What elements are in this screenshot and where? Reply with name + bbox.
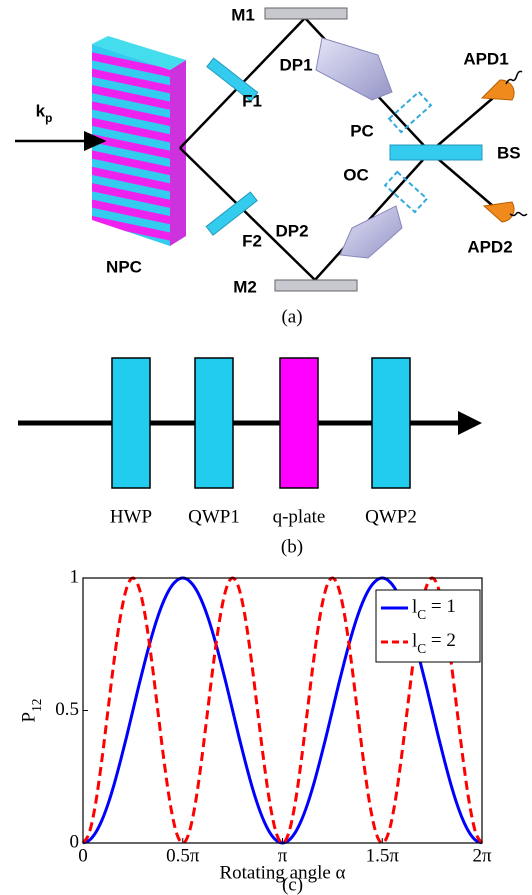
- x-tick-label: π: [278, 845, 288, 866]
- mirror: [264, 7, 348, 20]
- arrow-head: [458, 411, 482, 435]
- y-tick-label: 0.5: [55, 699, 79, 720]
- label: M2: [233, 277, 257, 296]
- label: F2: [242, 231, 262, 250]
- x-tick-label: 2π: [472, 845, 492, 866]
- plot-frame: [82, 577, 483, 844]
- mirror: [274, 279, 358, 292]
- element-label: QWP2: [365, 506, 417, 527]
- detector: [482, 201, 528, 223]
- dove-prism: [339, 205, 403, 259]
- npc-top: [92, 36, 186, 70]
- legend-box: [375, 589, 481, 663]
- label: PC: [350, 121, 374, 140]
- x-axis-label: Rotating angle α: [219, 862, 345, 883]
- y-axis-label: P12: [18, 699, 43, 723]
- panel-a: NPC kp M1 M2 F1 F2 DP1 DP2 PC OC BS APD1…: [15, 5, 528, 327]
- dove-prism: [315, 37, 393, 101]
- legend-label: lC = 1: [412, 596, 456, 621]
- element-label: QWP1: [188, 506, 240, 527]
- npc-side: [170, 60, 186, 246]
- label: OC: [343, 165, 369, 184]
- filter: [206, 57, 259, 102]
- label: F1: [242, 91, 262, 110]
- label: DP1: [279, 55, 312, 74]
- label: kp: [36, 101, 53, 125]
- wave-plate: [279, 357, 319, 489]
- caption: (c): [282, 874, 303, 895]
- element-label: q-plate: [273, 506, 326, 527]
- phase-compensator: [387, 90, 433, 134]
- filter: [205, 191, 258, 236]
- caption: (a): [281, 306, 302, 327]
- wave-plate: [371, 357, 411, 489]
- label: NPC: [106, 257, 142, 276]
- label: APD2: [467, 237, 512, 256]
- label: BS: [497, 143, 521, 162]
- beam-splitter: [389, 144, 483, 161]
- wave-plate: [111, 357, 151, 489]
- wave-plate: [194, 357, 234, 489]
- panel-b: (b) HWP QWP1 q-plate QWP2: [18, 357, 482, 557]
- label: APD1: [463, 49, 508, 68]
- x-tick-label: 0.5π: [166, 845, 200, 866]
- detector: [480, 70, 523, 101]
- legend-label: lC = 2: [412, 630, 456, 655]
- y-tick-label: 1: [70, 566, 80, 587]
- oam-converter: [383, 170, 429, 214]
- x-tick-label: 1.5π: [366, 845, 400, 866]
- label: DP2: [275, 221, 308, 240]
- npc-crystal: [92, 44, 170, 246]
- element-label: HWP: [110, 506, 152, 527]
- panel-c: 0 0.5π π 1.5π 2π 0 0.5 1 lC = 1 lC = 2 P12 Rotating…: [18, 566, 492, 895]
- y-tick-label: 0: [70, 831, 80, 852]
- caption: (b): [281, 536, 303, 557]
- x-tick-label: 0: [78, 845, 88, 866]
- label: M1: [231, 5, 255, 24]
